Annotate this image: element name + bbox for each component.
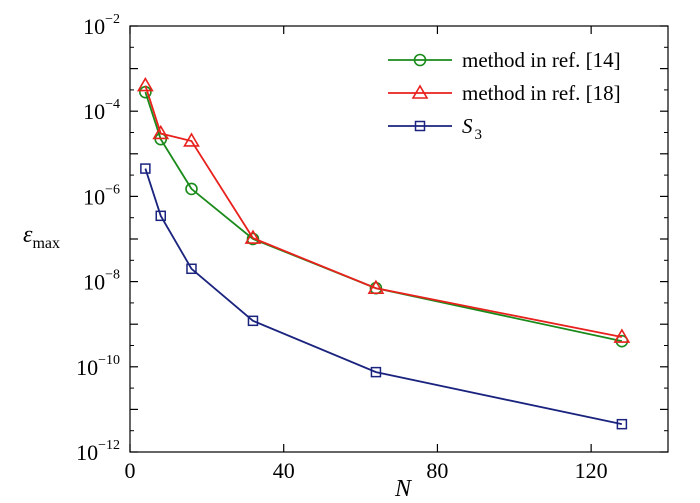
legend-item: method in ref. [14] (388, 48, 621, 72)
y-tick-label: 10−10 (76, 353, 120, 380)
y-tick-exponent: −4 (105, 97, 120, 112)
data-point (183, 132, 200, 147)
data-point (186, 263, 197, 275)
x-tick-label: 40 (273, 458, 295, 483)
legend-label: method in ref. [14] (462, 48, 621, 72)
y-tick-base: 10 (83, 14, 105, 39)
data-point (613, 328, 631, 343)
data-point (370, 366, 382, 378)
data-point (185, 182, 198, 196)
data-point (413, 53, 427, 67)
data-point (244, 229, 262, 244)
y-tick-base: 10 (76, 355, 98, 380)
x-tick-label: 0 (125, 458, 136, 483)
y-tick-label: 10−2 (83, 12, 120, 39)
y-tick-base: 10 (83, 99, 105, 124)
series-line (144, 91, 623, 343)
data-point (152, 124, 170, 140)
series-layer (136, 76, 631, 430)
y-tick-exponent: −12 (98, 438, 120, 453)
data-point (247, 315, 259, 327)
y-tick-exponent: −8 (105, 268, 120, 283)
y-tick-exponent: −10 (98, 353, 120, 368)
legend-item: method in ref. [18] (388, 81, 621, 105)
series-line (144, 85, 623, 338)
x-tick-label: 120 (575, 458, 608, 483)
y-tick-base: 10 (83, 270, 105, 295)
x-axis-label: N (394, 476, 413, 502)
data-point (367, 279, 385, 294)
y-axis-label: εmax (23, 222, 60, 252)
y-tick-base: 10 (76, 440, 98, 465)
y-axis-label-main: ε (23, 222, 33, 248)
y-tick-label: 10−8 (83, 268, 120, 295)
data-point (136, 76, 154, 92)
series-line (144, 168, 623, 426)
legend: method in ref. [14] method in ref. [18] S 3 (388, 48, 621, 143)
legend-label-subscript: 3 (475, 127, 483, 143)
legend-label: method in ref. [18] (462, 81, 621, 105)
series-3 (140, 163, 628, 430)
data-point (140, 163, 151, 174)
y-tick-exponent: −2 (105, 12, 120, 27)
y-tick-label: 10−12 (76, 438, 120, 465)
x-tick-label: 80 (426, 458, 448, 483)
series-2 (136, 76, 631, 343)
y-tick-label: 10−6 (83, 182, 120, 209)
data-point (615, 334, 629, 348)
data-point (411, 84, 429, 99)
y-tick-label: 10−4 (83, 97, 120, 124)
series-1 (139, 85, 629, 348)
y-axis-label-subscript: max (32, 235, 60, 252)
legend-label-main: S (462, 114, 473, 138)
y-tick-base: 10 (83, 184, 105, 209)
data-point (155, 210, 166, 222)
data-point (616, 418, 628, 430)
y-tick-exponent: −6 (105, 182, 120, 197)
data-point (414, 120, 426, 132)
